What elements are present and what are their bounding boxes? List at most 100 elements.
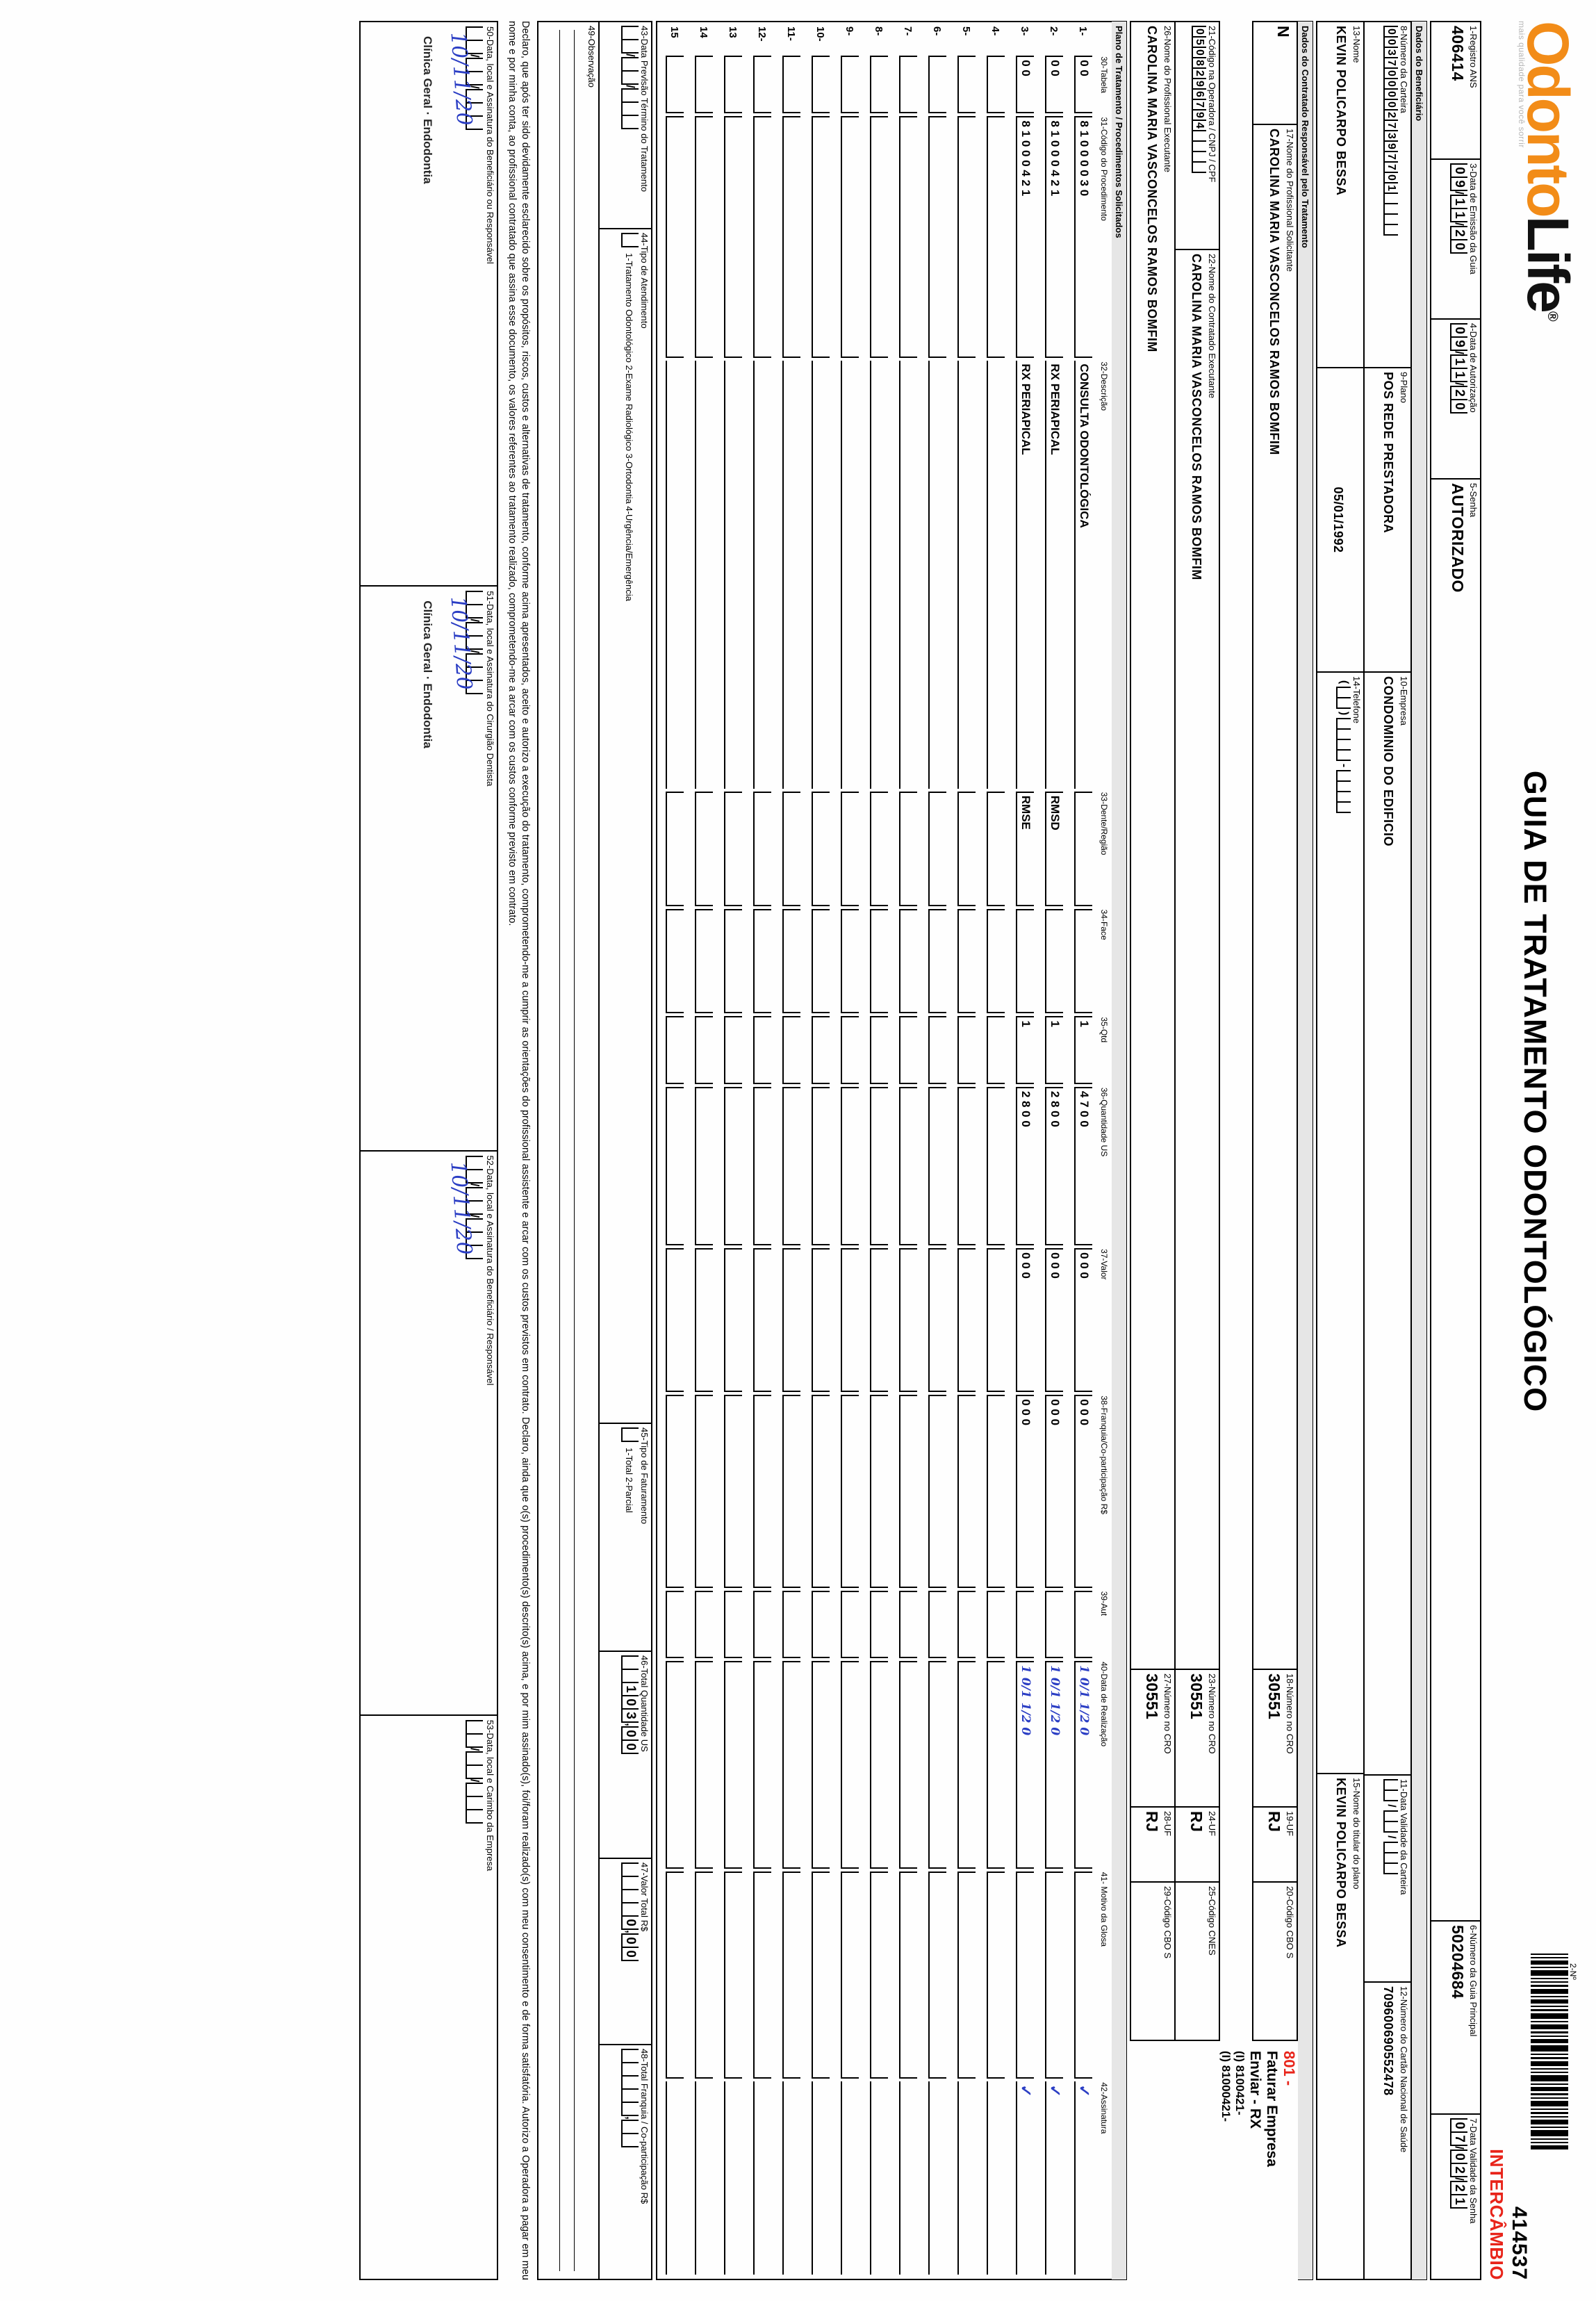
cell-qtd[interactable] [981,1015,1010,1085]
cell-aut[interactable] [1069,1589,1098,1660]
cell-qtd[interactable]: 1 [1010,1015,1039,1085]
field-nome-beneficiario[interactable]: 13-Nome KEVIN POLICARPO BESSA [1316,21,1365,368]
cell-aut[interactable] [1010,1589,1039,1660]
cell-dente[interactable] [981,790,1010,908]
field-uf-executante[interactable]: 24-UF RJ [1174,1806,1220,1883]
cell-tabela[interactable] [806,54,835,115]
cell-quantidade-us[interactable] [660,1086,689,1247]
cell-qtd[interactable] [777,1015,806,1085]
cell-motivo-glosa[interactable] [660,1870,689,2081]
cell-descricao[interactable]: RX PERIAPICAL [1039,359,1069,789]
cell-qtd[interactable] [923,1015,952,1085]
cell-tabela[interactable]: 0 0 [1039,54,1069,115]
cell-qtd[interactable] [689,1015,718,1085]
cell-assinatura[interactable]: ✓ [1039,2080,1069,2276]
cell-data-realizacao[interactable] [981,1660,1010,1870]
cell-descricao[interactable] [748,359,777,789]
field-telefone-value[interactable]: () - [1336,676,1351,813]
cell-dente[interactable] [835,790,864,908]
cell-codigo[interactable] [952,115,981,359]
cell-assinatura[interactable] [748,2080,777,2276]
cell-motivo-glosa[interactable] [894,1870,923,2081]
cell-dente[interactable] [864,790,894,908]
cell-tabela[interactable] [894,54,923,115]
cell-franquia[interactable] [894,1393,923,1589]
cell-descricao[interactable] [718,359,748,789]
cell-codigo[interactable] [835,115,864,359]
cell-franquia[interactable] [864,1393,894,1589]
table-row[interactable]: 13 [718,25,748,2276]
field-validade-carteira[interactable]: 11-Data Validade da Carteira / / [1363,1774,1412,1983]
cell-quantidade-us[interactable] [864,1086,894,1247]
field-cbo-solicitante[interactable]: 20-Código CBO S [1252,1881,1298,2041]
cell-aut[interactable] [718,1589,748,1660]
cell-quantidade-us[interactable] [806,1086,835,1247]
cell-valor[interactable]: 0 0 0 [1069,1247,1098,1393]
cell-tabela[interactable]: 0 0 [1069,54,1098,115]
field-tipo-faturamento[interactable]: 45-Tipo de Faturamento 1-Total 2-Parcial [598,1423,652,1652]
cell-quantidade-us[interactable]: 4 7 0 0 [1069,1086,1098,1247]
cell-data-realizacao[interactable]: 1 0/1 1/2 0 [1069,1660,1098,1870]
cell-quantidade-us[interactable] [748,1086,777,1247]
cell-motivo-glosa[interactable] [718,1870,748,2081]
cell-face[interactable] [718,908,748,1015]
field-data-emissao[interactable]: 3-Data de Emissão da Guia 0 9/1 1/2 0 [1430,158,1481,320]
cell-aut[interactable] [748,1589,777,1660]
cell-face[interactable] [835,908,864,1015]
cell-codigo[interactable] [864,115,894,359]
cell-face[interactable] [777,908,806,1015]
cell-tabela[interactable] [777,54,806,115]
cell-qtd[interactable]: 1 [1039,1015,1069,1085]
cell-assinatura[interactable]: ✓ [1010,2080,1039,2276]
cell-quantidade-us[interactable]: 2 8 0 0 [1010,1086,1039,1247]
field-assinatura-responsavel[interactable]: 52-Data, local e Assinatura do Beneficiá… [359,1149,498,1716]
field-atendimento-rn[interactable]: N [1252,21,1298,125]
field-assinatura-dentista[interactable]: 51-Data, local e Assinatura do Cirurgião… [359,585,498,1152]
cell-franquia[interactable]: 0 0 0 [1069,1393,1098,1589]
cell-valor[interactable] [777,1247,806,1393]
cell-descricao[interactable]: CONSULTA ODONTOLÓGICA [1069,359,1098,789]
cell-codigo[interactable] [923,115,952,359]
field-plano[interactable]: 9-Plano POS REDE PRESTADORA [1363,367,1412,673]
cell-dente[interactable] [748,790,777,908]
cell-face[interactable] [1069,908,1098,1015]
cell-motivo-glosa[interactable] [1039,1870,1069,2081]
cell-aut[interactable] [952,1589,981,1660]
cell-aut[interactable] [894,1589,923,1660]
cell-valor[interactable] [864,1247,894,1393]
cell-descricao[interactable] [981,359,1010,789]
cell-valor[interactable] [806,1247,835,1393]
field-carimbo-empresa-date[interactable]: / / [466,1719,483,1824]
cell-valor[interactable] [835,1247,864,1393]
cell-codigo[interactable]: 8 1 0 0 0 0 3 0 [1069,115,1098,359]
cell-quantidade-us[interactable] [777,1086,806,1247]
cell-qtd[interactable] [806,1015,835,1085]
cell-motivo-glosa[interactable] [835,1870,864,2081]
cell-motivo-glosa[interactable] [689,1870,718,2081]
field-telefone[interactable]: 14-Telefone () - [1316,671,1365,1774]
table-row[interactable]: 11- [777,25,806,2276]
cell-qtd[interactable] [894,1015,923,1085]
cell-motivo-glosa[interactable] [981,1870,1010,2081]
cell-data-realizacao[interactable] [660,1660,689,1870]
cell-dente[interactable] [689,790,718,908]
cell-codigo[interactable] [777,115,806,359]
table-row[interactable]: 7- [894,25,923,2276]
cell-tabela[interactable] [864,54,894,115]
cell-franquia[interactable]: 0 0 0 [1010,1393,1039,1589]
cell-data-realizacao[interactable] [894,1660,923,1870]
cell-aut[interactable] [981,1589,1010,1660]
cell-descricao[interactable] [777,359,806,789]
cell-valor[interactable] [952,1247,981,1393]
cell-assinatura[interactable] [777,2080,806,2276]
cell-assinatura[interactable] [718,2080,748,2276]
field-validade-senha[interactable]: 7-Data Validade da Senha 0 7/0 2/2 1 [1430,2113,1481,2280]
cell-assinatura[interactable]: ✓ [1069,2080,1098,2276]
cell-face[interactable] [952,908,981,1015]
